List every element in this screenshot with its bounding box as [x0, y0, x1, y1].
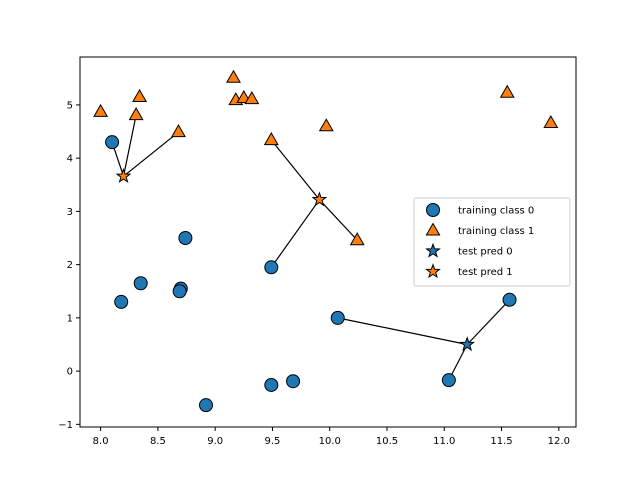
y-tick-label: 0	[67, 367, 73, 378]
neighbor-line	[270, 199, 320, 268]
neighbor-line	[270, 139, 320, 201]
training-class-0-point	[286, 374, 301, 389]
legend-label: test pred 0	[458, 247, 513, 258]
legend-label: test pred 1	[458, 267, 513, 278]
training-class-0-point	[199, 398, 214, 413]
test-pred-1-point	[115, 167, 132, 183]
neighbor-line	[466, 299, 510, 345]
training-class-0-point	[441, 373, 456, 388]
training-class-0-point	[178, 231, 193, 246]
training-class-1-point	[543, 115, 559, 129]
legend-marker	[426, 203, 440, 217]
legend-label: training class 0	[458, 206, 534, 217]
plot-frame	[79, 56, 577, 428]
legend-marker	[425, 242, 441, 258]
x-tick-label: 8.5	[150, 436, 166, 447]
y-tick-label: 2	[67, 260, 73, 271]
training-class-1-point	[171, 124, 186, 138]
y-tick-label: 1	[67, 313, 73, 324]
x-axis: 8.0 8.5 9.0 9.5 10.0 10.5 11.0 11.5 12.0	[93, 427, 570, 447]
training-class-1-point	[132, 88, 148, 102]
training-class-1-point	[349, 232, 365, 246]
x-tick-label: 11.5	[490, 436, 512, 447]
training-class-0-point	[502, 292, 517, 307]
training-class-1-point	[244, 91, 260, 105]
test-pred-0-point	[459, 336, 476, 352]
training-class-1-point	[318, 118, 334, 132]
training-class-0-point	[172, 284, 187, 299]
x-tick-label: 11.0	[433, 436, 455, 447]
y-tick-label: 5	[67, 100, 73, 111]
x-tick-label: 10.5	[376, 436, 398, 447]
test-pred-1-point	[311, 191, 328, 207]
x-tick-label: 8.0	[93, 436, 109, 447]
legend-label: training class 1	[458, 226, 534, 237]
y-tick-label: 3	[67, 207, 73, 218]
training-class-1-point	[128, 107, 144, 121]
training-class-0-point	[264, 377, 279, 392]
neighbor-line	[123, 131, 179, 177]
neighbor-line	[122, 114, 137, 177]
y-tick-label: −1	[58, 420, 73, 431]
legend: training class 0 training class 1 test pre…	[413, 197, 571, 287]
data-points	[93, 69, 559, 413]
y-axis: −1 0 1 2 3 4 5	[58, 100, 80, 431]
x-tick-label: 12.0	[548, 436, 570, 447]
training-class-1-point	[499, 84, 515, 98]
legend-marker	[425, 222, 441, 236]
legend-box	[413, 197, 571, 287]
x-tick-label: 9.0	[207, 436, 223, 447]
training-class-0-point	[264, 260, 279, 275]
training-class-0-point	[114, 294, 129, 309]
training-class-1-point	[226, 69, 241, 83]
neighbor-line	[318, 199, 358, 241]
training-class-0-point	[133, 276, 148, 291]
neighbor-line	[337, 317, 468, 346]
x-tick-label: 10.0	[319, 436, 341, 447]
neighbor-lines	[111, 114, 510, 381]
x-tick-label: 9.5	[264, 436, 280, 447]
training-class-0-point	[330, 310, 345, 325]
training-class-0-point	[105, 135, 120, 150]
legend-marker	[425, 263, 441, 279]
training-class-1-point	[93, 103, 109, 117]
training-class-1-point	[263, 132, 279, 146]
y-tick-label: 4	[67, 154, 73, 165]
